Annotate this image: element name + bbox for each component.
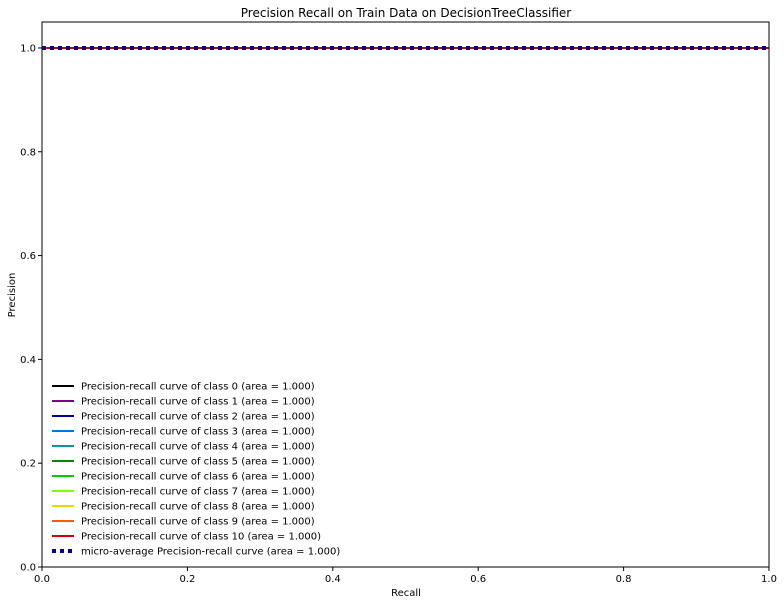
legend-label-11: micro-average Precision-recall curve (ar… — [81, 547, 340, 558]
legend-label-10: Precision-recall curve of class 10 (area… — [81, 532, 321, 543]
y-tick-label-4: 0.8 — [20, 147, 36, 158]
legend-label-4: Precision-recall curve of class 4 (area … — [81, 442, 315, 453]
x-tick-label-0: 0.0 — [34, 574, 50, 585]
legend-label-1: Precision-recall curve of class 1 (area … — [81, 397, 315, 408]
plot-frame — [41, 21, 770, 568]
legend-label-8: Precision-recall curve of class 8 (area … — [81, 502, 315, 513]
x-tick-label-4: 0.8 — [616, 574, 632, 585]
legend-label-5: Precision-recall curve of class 5 (area … — [81, 457, 315, 468]
y-axis-label: Precision — [7, 273, 18, 318]
plot-area — [42, 22, 769, 567]
legend-label-2: Precision-recall curve of class 2 (area … — [81, 412, 315, 423]
legend-label-9: Precision-recall curve of class 9 (area … — [81, 517, 315, 528]
chart-title: Precision Recall on Train Data on Decisi… — [241, 6, 572, 20]
y-tick-label-1: 0.2 — [20, 459, 36, 470]
y-tick-label-3: 0.6 — [20, 251, 36, 262]
x-axis-label: Recall — [391, 588, 421, 599]
legend-label-0: Precision-recall curve of class 0 (area … — [81, 382, 315, 393]
axes-layer: 0.0 0.2 0.4 0.6 0.8 1.0 0.0 0.2 0.4 0.6 0.8 1.0 — [20, 43, 777, 585]
y-tick-label-0: 0.0 — [20, 563, 36, 574]
legend: Precision-recall curve of class 0 (area … — [52, 382, 340, 558]
x-tick-label-3: 0.6 — [470, 574, 486, 585]
x-tick-label-2: 0.4 — [325, 574, 341, 585]
legend-label-7: Precision-recall curve of class 7 (area … — [81, 487, 315, 498]
y-tick-label-2: 0.4 — [20, 355, 36, 366]
legend-label-3: Precision-recall curve of class 3 (area … — [81, 427, 315, 438]
y-tick-label-5: 1.0 — [20, 43, 36, 54]
x-tick-label-1: 0.2 — [179, 574, 195, 585]
legend-label-6: Precision-recall curve of class 6 (area … — [81, 472, 315, 483]
x-tick-label-5: 1.0 — [761, 574, 777, 585]
